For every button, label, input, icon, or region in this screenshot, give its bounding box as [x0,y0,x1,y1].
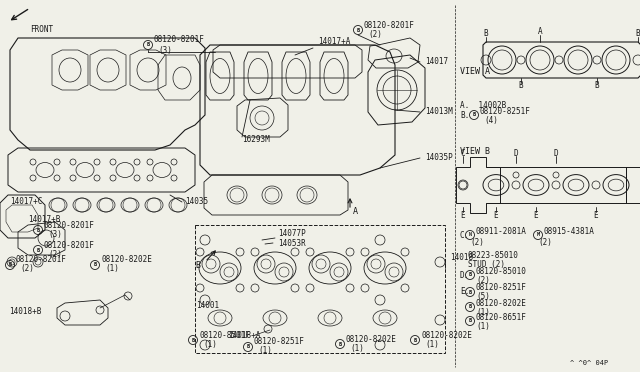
Text: (2): (2) [48,250,62,259]
Text: (3): (3) [48,230,62,238]
Text: 14053R: 14053R [278,238,306,247]
Text: E: E [461,211,465,219]
Text: 14017+A: 14017+A [318,38,350,46]
Text: B: B [468,305,472,310]
Text: 08120-8202E: 08120-8202E [346,334,397,343]
Text: B: B [356,28,360,32]
Text: 08120-8201F: 08120-8201F [44,221,95,230]
Text: (1): (1) [476,323,490,331]
Text: M: M [536,232,540,237]
Text: 08120-8251F: 08120-8251F [480,106,531,115]
Text: B: B [468,273,472,278]
Text: (2): (2) [476,276,490,285]
Text: E: E [493,211,499,219]
Text: B: B [36,228,40,232]
Text: 08223-85010: 08223-85010 [468,250,519,260]
Text: (1): (1) [105,264,119,273]
Text: E.: E. [460,288,469,296]
Text: B: B [413,337,417,343]
Text: N: N [468,232,472,237]
Text: 08120-8651F: 08120-8651F [476,314,527,323]
Text: (2): (2) [470,238,484,247]
Text: B: B [339,341,342,346]
Text: 14017+B: 14017+B [28,215,60,224]
Text: 08120-8251F: 08120-8251F [476,283,527,292]
Text: (4): (4) [484,115,498,125]
Text: 08120-85010: 08120-85010 [476,267,527,276]
Text: 08120-8501F: 08120-8501F [199,330,250,340]
Text: B: B [147,42,150,48]
Text: (1): (1) [425,340,439,349]
Text: (5): (5) [476,292,490,301]
Text: B: B [472,112,476,118]
Text: B: B [195,260,200,269]
Text: B: B [636,29,640,38]
Text: (1): (1) [258,346,272,356]
Text: A: A [538,28,542,36]
Text: A: A [353,208,358,217]
Text: ^ ^0^ 04P: ^ ^0^ 04P [570,360,608,366]
Text: 08120-8202E: 08120-8202E [101,256,152,264]
Text: 14077P: 14077P [278,228,306,237]
Bar [195,225,445,353]
Text: B: B [8,263,12,267]
Text: (2): (2) [538,238,552,247]
Text: D: D [514,148,518,157]
Text: 08120-8201F: 08120-8201F [16,256,67,264]
Text: B: B [93,263,97,267]
Text: 14018: 14018 [450,253,473,263]
Text: 08120-8201F: 08120-8201F [364,20,415,29]
Text: B: B [468,289,472,295]
Text: 14013M: 14013M [425,108,452,116]
Text: (1): (1) [350,343,364,353]
Text: (1): (1) [476,308,490,317]
Text: 14035: 14035 [185,198,208,206]
Text: 08911-2081A: 08911-2081A [476,228,527,237]
Text: 14018+A: 14018+A [228,330,260,340]
Text: D.: D. [460,270,469,279]
Text: STUD (2): STUD (2) [468,260,505,269]
Text: 08120-8201F: 08120-8201F [44,241,95,250]
Text: 16293M: 16293M [242,135,269,144]
Text: C: C [461,148,465,157]
Text: VIEW A: VIEW A [460,67,490,77]
Text: FRONT: FRONT [30,26,53,35]
Text: B: B [246,344,250,350]
Text: 14001: 14001 [196,301,219,310]
Text: 08120-8201F: 08120-8201F [154,35,205,45]
Text: B.: B. [460,110,469,119]
Text: (3): (3) [158,45,172,55]
Text: C.: C. [460,231,469,240]
Text: B: B [191,337,195,343]
Text: D: D [554,148,558,157]
Text: 14018+B: 14018+B [10,308,42,317]
Text: E: E [534,211,538,219]
Text: A.  14002B: A. 14002B [460,100,506,109]
Text: 14035P: 14035P [425,154,452,163]
Text: 08120-8202E: 08120-8202E [421,330,472,340]
Text: 14017: 14017 [425,58,448,67]
Text: B: B [484,29,488,38]
Text: B: B [595,81,599,90]
Text: (2): (2) [20,264,34,273]
Text: 14017+C: 14017+C [10,198,42,206]
Text: 08120-8251F: 08120-8251F [254,337,305,346]
Text: E: E [594,211,598,219]
Text: 08915-4381A: 08915-4381A [544,228,595,237]
Text: VIEW B: VIEW B [460,148,490,157]
Text: 08120-8202E: 08120-8202E [476,299,527,308]
Text: (2): (2) [368,29,382,38]
Text: B: B [36,247,40,253]
Text: B: B [468,318,472,324]
Text: B: B [518,81,524,90]
Text: (1): (1) [203,340,217,349]
